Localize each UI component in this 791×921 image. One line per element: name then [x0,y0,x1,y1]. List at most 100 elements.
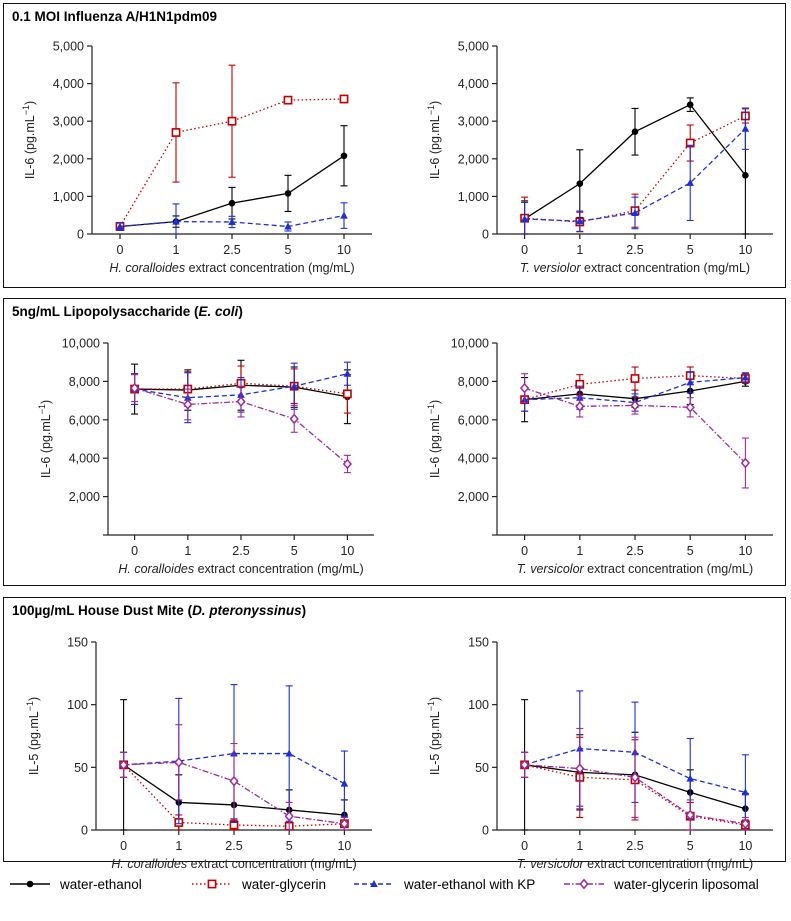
legend-item-ethanol: water-ethanol [8,871,142,897]
y-tick-label: 4,000 [53,77,84,91]
x-tick-label: 1 [576,243,583,257]
y-axis-label: IL-6 (pg.mL−1) [426,101,442,179]
legend-marker [579,878,589,890]
data-point [740,818,750,830]
series-line [524,376,746,404]
series-liposomal [520,373,750,489]
data-point [228,199,236,207]
x-tick-label: 1 [576,544,583,558]
legend-marker [26,880,34,888]
data-point [119,759,129,771]
x-tick-label: 5 [285,243,292,257]
data-point [227,116,237,126]
data-point [289,413,299,425]
series-kp [520,107,750,235]
chart-flu-tv: 0 1,000 2,000 3,000 4,000 5,000 0 1 2.5 5 10 T. ver… [426,40,773,275]
x-axis-label: T. versicolor extract concentration (mg/… [517,562,753,576]
y-tick-label: 6,000 [458,413,489,427]
data-point [340,779,349,787]
x-axis-label: H. coralloides extract concentration (mg… [118,562,363,576]
hdm-panel: 100µg/mL House Dust Mite (D. pteronyssin… [3,597,786,862]
data-point [741,373,750,381]
data-point [285,749,293,757]
data-point [630,400,640,411]
data-point [686,378,694,386]
y-tick-label: 0 [482,824,489,838]
data-point [183,399,193,410]
x-axis-label: H. coralloides extract concentration (mg… [111,857,356,871]
legend-swatch-ethanol [10,880,50,888]
data-point [686,101,694,108]
panel-title: 0.1 MOI Influenza A/H1N1pdm09 [12,9,217,24]
series-line [524,764,746,825]
legend-item-glycerin: water-glycerin [190,871,326,897]
data-point [343,369,352,377]
y-tick-label: 0 [81,824,88,838]
data-point [741,124,750,132]
data-point [340,152,348,160]
panel-title-text: 0.1 MOI Influenza A/H1N1pdm09 [12,9,218,24]
x-tick-label: 10 [738,839,752,853]
x-tick-label: 1 [173,243,180,257]
y-tick-label: 8,000 [69,375,100,389]
data-point [686,774,694,782]
panel-title-text: 5ng/mL Lipopolysaccharide ( [12,304,199,319]
x-tick-label: 2.5 [626,839,643,853]
y-tick-label: 3,000 [53,115,84,129]
panel-title-end: ) [301,603,307,618]
y-tick-label: 5,000 [458,40,489,54]
x-tick-label: 2.5 [232,544,249,558]
y-tick-label: 150 [67,636,88,650]
series-liposomal [119,724,349,831]
panel-title: 100µg/mL House Dust Mite (D. pteronyssin… [12,603,306,618]
chart-hdm-tv: 0 50 100 150 0 1 2.5 5 10 T. versicolor extract c… [426,636,773,871]
y-tick-label: 4,000 [458,77,489,91]
y-tick-label: 10,000 [451,337,489,351]
data-point [740,457,750,469]
y-tick-label: 50 [475,761,489,775]
x-tick-label: 5 [687,243,694,257]
data-point [576,180,584,187]
data-point [342,458,352,470]
x-tick-label: 2.5 [626,544,643,558]
x-tick-label: 0 [117,243,124,257]
y-axis-label: IL-6 (pg.mL−1) [37,400,53,478]
y-axis-label: IL-5 (pg.mL−1) [25,697,41,775]
series-line [123,761,345,825]
chart-flu-hc: 0 1,000 2,000 3,000 4,000 5,000 0 1 2.5 5 10 H. cor… [21,40,372,275]
legend-marker [370,880,378,887]
data-point [631,208,639,216]
x-tick-label: 2.5 [223,243,240,257]
series-line [123,764,345,827]
panel-title: 5ng/mL Lipopolysaccharide (E. coli) [12,304,243,319]
legend-label: water-ethanol [60,876,142,892]
data-point [339,94,349,104]
data-point [575,763,585,774]
data-point [284,810,294,822]
data-point [685,809,695,821]
data-point [236,396,246,407]
data-point [742,172,749,179]
y-axis-label: IL-6 (pg.mL−1) [21,101,37,179]
x-axis-label: T. versicolor extract concentration (mg/… [517,857,753,871]
series-kp [116,202,348,235]
y-tick-label: 2,000 [53,152,84,166]
data-point [229,775,239,787]
data-point [631,128,639,136]
x-tick-label: 2.5 [626,243,643,257]
x-tick-label: 10 [340,544,354,558]
x-axis-label: H. coralloides extract concentration (mg… [109,261,354,275]
x-tick-label: 1 [184,544,191,558]
y-tick-label: 3,000 [458,115,489,129]
data-point [174,756,184,768]
y-tick-label: 4,000 [458,452,489,466]
x-tick-label: 5 [687,544,694,558]
data-point [630,772,640,783]
y-tick-label: 2,000 [69,490,100,504]
data-point [228,217,236,225]
y-tick-label: 5,000 [53,40,84,54]
x-tick-label: 10 [738,243,752,257]
x-tick-label: 5 [286,839,293,853]
y-axis-label: IL-5 (pg.mL−1) [426,697,442,775]
legend-item-kp: water-ethanol with KP [352,871,535,897]
